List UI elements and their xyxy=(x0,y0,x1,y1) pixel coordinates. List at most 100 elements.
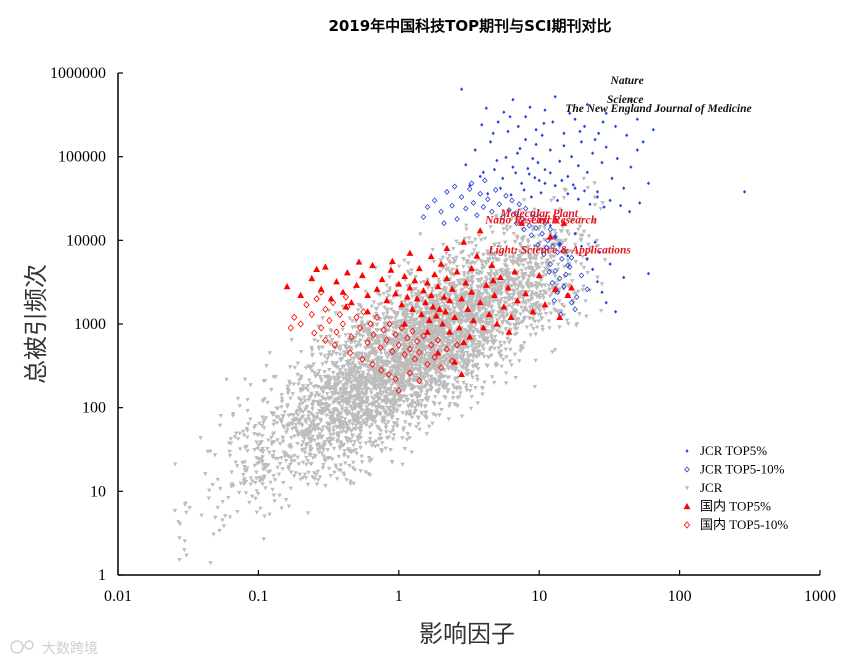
data-point xyxy=(323,397,329,402)
data-point xyxy=(412,385,417,390)
data-point xyxy=(369,332,375,337)
data-point xyxy=(248,383,253,388)
data-point xyxy=(331,410,336,415)
data-point xyxy=(435,328,440,333)
data-point xyxy=(537,178,541,183)
data-point xyxy=(552,233,558,240)
data-point xyxy=(245,398,250,403)
data-point xyxy=(503,371,509,376)
data-point xyxy=(358,403,364,408)
data-point xyxy=(441,382,447,387)
legend-label: JCR xyxy=(700,480,723,495)
data-point xyxy=(243,479,249,484)
data-point xyxy=(500,303,508,310)
data-point xyxy=(309,369,315,374)
data-point xyxy=(296,432,302,437)
data-point xyxy=(528,316,533,321)
axes: 0.01 0.1 1 10 100 100011010010001000010000010… xyxy=(50,65,836,605)
data-point xyxy=(381,291,387,296)
data-point xyxy=(443,353,449,358)
data-point xyxy=(379,366,384,371)
data-point xyxy=(470,316,477,324)
data-point xyxy=(533,225,539,232)
data-point xyxy=(476,309,482,314)
data-point xyxy=(446,282,452,287)
data-point xyxy=(530,210,536,217)
data-point xyxy=(486,271,491,276)
data-point xyxy=(366,416,372,421)
data-point xyxy=(558,242,562,246)
data-point xyxy=(394,340,399,345)
data-point xyxy=(404,397,409,402)
data-point xyxy=(285,404,290,409)
data-point xyxy=(530,269,536,274)
data-point xyxy=(404,412,409,417)
data-point xyxy=(339,407,345,412)
data-point xyxy=(271,493,276,498)
data-point xyxy=(454,366,459,371)
data-point xyxy=(280,424,286,429)
data-point xyxy=(604,145,608,149)
data-point xyxy=(272,478,278,483)
legend-label: 国内 TOP5-10% xyxy=(700,517,788,532)
data-point xyxy=(432,312,440,319)
data-point xyxy=(367,473,373,478)
data-point xyxy=(542,237,547,242)
data-point xyxy=(604,111,608,116)
data-point xyxy=(492,346,497,351)
data-point xyxy=(503,263,508,268)
data-point xyxy=(378,433,383,438)
data-point xyxy=(483,296,489,301)
data-point xyxy=(297,402,303,407)
data-point xyxy=(385,370,393,378)
data-point xyxy=(480,334,485,339)
data-point xyxy=(310,413,316,418)
data-point xyxy=(258,448,263,453)
data-point xyxy=(502,240,508,245)
data-point xyxy=(328,474,333,479)
data-point xyxy=(566,174,570,179)
data-point xyxy=(493,214,499,219)
data-point xyxy=(443,274,451,282)
data-point xyxy=(290,418,296,423)
data-point xyxy=(533,332,538,337)
data-point xyxy=(742,190,747,194)
data-point xyxy=(367,436,373,441)
data-point xyxy=(475,340,481,345)
data-point xyxy=(526,222,533,229)
data-point xyxy=(349,362,354,367)
data-point xyxy=(537,265,542,270)
data-point xyxy=(424,336,429,341)
data-point xyxy=(448,292,453,297)
data-point xyxy=(518,293,523,298)
data-point xyxy=(413,292,418,297)
data-point xyxy=(374,306,380,311)
data-point xyxy=(520,285,525,290)
data-point xyxy=(313,265,321,272)
data-point xyxy=(432,379,437,384)
data-point xyxy=(336,420,342,425)
data-point xyxy=(348,341,354,346)
data-point xyxy=(425,316,433,324)
data-point xyxy=(412,411,417,416)
data-point xyxy=(476,343,481,348)
data-point xyxy=(424,432,429,437)
data-point xyxy=(503,273,509,278)
data-point xyxy=(287,423,292,428)
data-point xyxy=(305,482,311,487)
data-point xyxy=(534,305,540,310)
data-point xyxy=(526,166,530,171)
data-point xyxy=(533,281,539,286)
data-point xyxy=(403,308,408,313)
data-point xyxy=(401,272,409,280)
data-point xyxy=(280,414,285,419)
data-point xyxy=(460,238,468,245)
data-point xyxy=(432,395,438,400)
data-point xyxy=(452,402,457,407)
data-point xyxy=(390,402,396,407)
data-point xyxy=(311,418,316,423)
data-point xyxy=(446,328,453,335)
data-point xyxy=(470,359,475,364)
x-tick-label: 10 xyxy=(531,588,547,605)
data-point xyxy=(414,424,419,429)
